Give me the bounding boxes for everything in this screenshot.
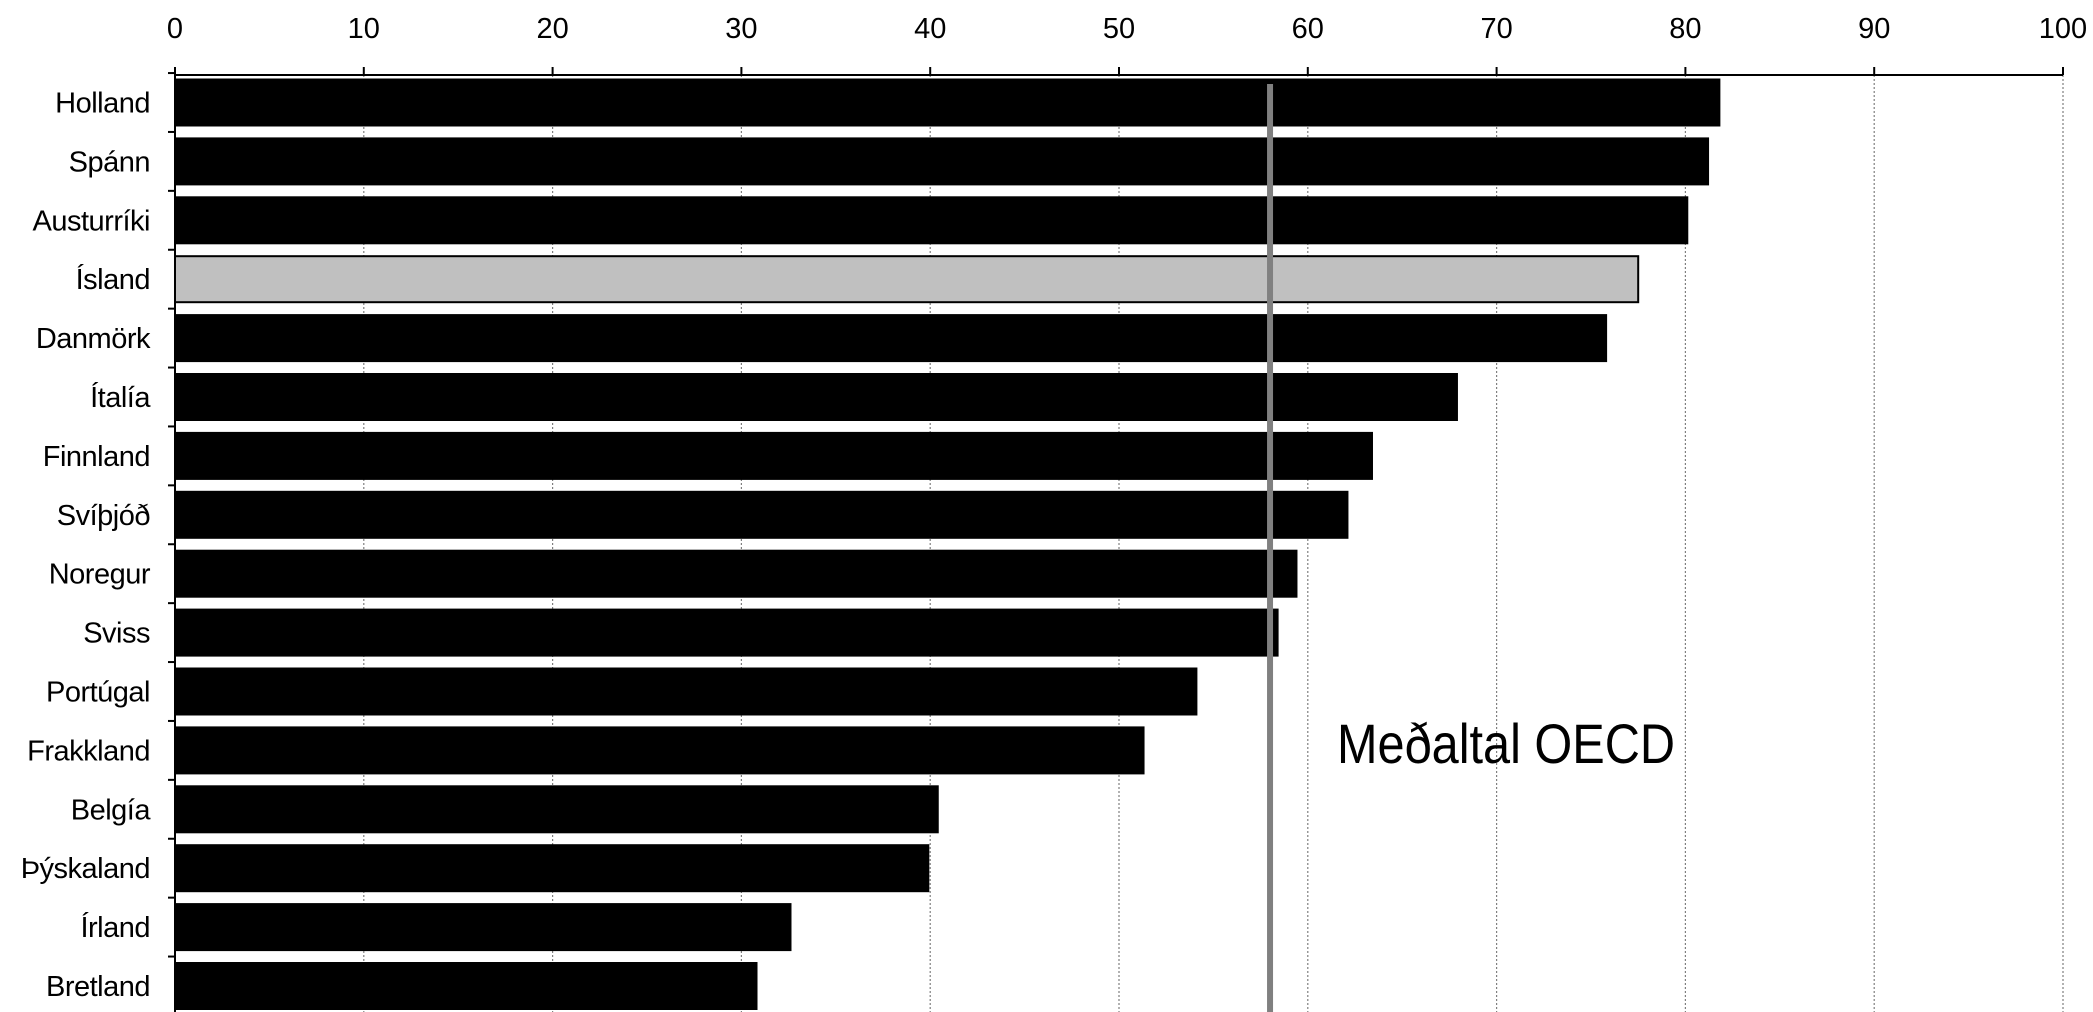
x-tick-label: 10 — [348, 13, 380, 45]
category-label: Frakkland — [27, 735, 150, 767]
category-label: Belgía — [71, 794, 152, 826]
bar — [174, 490, 1349, 539]
x-tick-label: 80 — [1669, 13, 1701, 45]
category-label: Ísland — [76, 263, 150, 296]
x-tick-label: 100 — [2039, 13, 2087, 45]
category-label: Finnland — [43, 441, 150, 473]
bar-highlighted — [174, 255, 1640, 304]
x-tick-label: 30 — [725, 13, 757, 45]
category-labels: Holland Spánn Austurríki Ísland Danmörk Ítalí… — [21, 88, 152, 1004]
bars — [174, 78, 1721, 1010]
bar — [174, 78, 1721, 127]
x-tick-label: 90 — [1858, 13, 1890, 45]
reference-line-group: Meðaltal OECD — [1267, 84, 1675, 1012]
bar — [174, 667, 1198, 716]
bar — [174, 608, 1279, 657]
x-tick-label: 0 — [167, 13, 183, 45]
bar — [174, 137, 1710, 186]
bar — [174, 844, 930, 893]
bar — [174, 549, 1298, 598]
category-label: Bretland — [46, 971, 150, 1003]
category-label: Noregur — [49, 559, 151, 591]
bar — [174, 726, 1145, 775]
category-label: Svíþjóð — [57, 500, 151, 532]
bar — [174, 431, 1373, 480]
category-label: Portúgal — [46, 677, 150, 709]
bar — [174, 962, 758, 1010]
category-label: Spánn — [69, 146, 150, 178]
x-tick-label: 50 — [1103, 13, 1135, 45]
x-tick-label: 70 — [1480, 13, 1512, 45]
bar — [174, 373, 1458, 421]
x-tick-label: 40 — [914, 13, 946, 45]
category-label: Írland — [80, 911, 150, 944]
bar — [174, 903, 792, 952]
category-label: Austurríki — [33, 205, 150, 237]
category-label: Ítalía — [90, 381, 151, 414]
bar — [174, 785, 939, 834]
x-tick-label: 20 — [536, 13, 568, 45]
x-tick-label: 60 — [1292, 13, 1324, 45]
bar — [174, 196, 1689, 245]
bar — [174, 314, 1608, 363]
category-label: Holland — [55, 88, 150, 120]
category-label: Sviss — [83, 618, 150, 650]
category-label: Þýskaland — [21, 853, 150, 885]
reference-line-label: Meðaltal OECD — [1337, 712, 1675, 775]
category-label: Danmörk — [36, 323, 151, 355]
x-axis-ticks: 0 10 20 30 40 50 60 70 80 90 100 — [167, 13, 2087, 75]
